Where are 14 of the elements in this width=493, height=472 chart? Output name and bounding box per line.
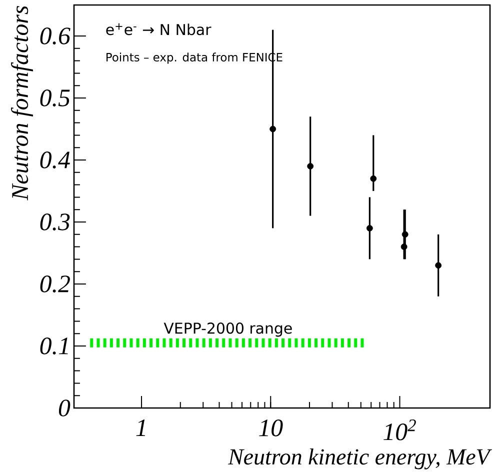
y-tick-label: 0.6 [40,28,70,44]
series-label: VEPP-2000 range [164,322,292,337]
y-tick-label: 0 [58,400,70,416]
y-tick-label: 0.5 [40,90,70,106]
x-tick-label: 1 [136,420,146,436]
y-tick-label: 0.3 [40,214,70,230]
x-axis-title: Neutron kinetic energy, MeV [228,448,492,470]
y-tick-label: 0.1 [40,338,68,354]
y-tick-label: 0.4 [40,152,70,168]
y-axis-title: Neutron formfactors [11,6,33,200]
x-tick-label: 10 [259,420,283,436]
y-tick-label: 0.2 [40,276,70,292]
x-tick-label: 10$^{2}$ [384,420,416,440]
annotation: e$^{+}$e$^{-}$ → N Nbar [106,23,212,36]
